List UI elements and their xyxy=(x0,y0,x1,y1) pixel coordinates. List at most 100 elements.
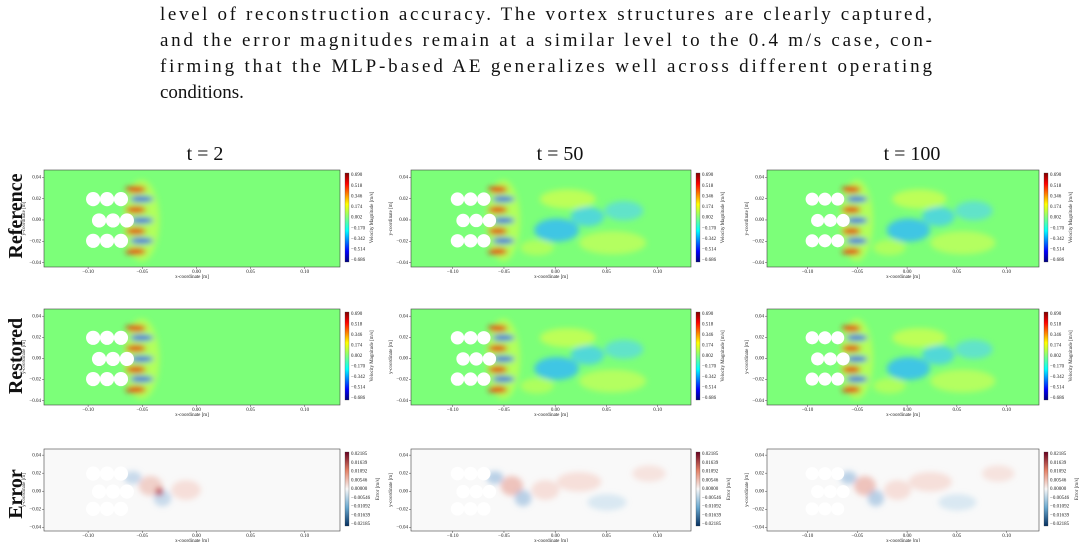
colorbar-tick-label: −0.01092 xyxy=(702,505,722,510)
colorbar-tick-label: 0.174 xyxy=(1050,344,1062,349)
flow-blob xyxy=(954,339,993,359)
colorbar-tick-label: −0.170 xyxy=(1050,365,1065,370)
y-axis-label: y-coordinate [m] xyxy=(745,473,750,507)
panel: −0.10 −0.05 0.00 0.05 0.10x-coordinate [m]0.… xyxy=(745,448,1080,542)
x-axis-label: x-coordinate [m] xyxy=(534,539,568,542)
row-label: Reference xyxy=(5,173,27,258)
x-tick-label: 0.10 xyxy=(653,270,662,275)
colorbar-tick-label: −0.342 xyxy=(702,375,717,380)
colorbar xyxy=(695,172,701,263)
y-axis-label: y-coordinate [m] xyxy=(22,473,27,507)
cylinder xyxy=(99,191,115,207)
y-tick-label: −0.04 xyxy=(396,525,408,530)
colorbar xyxy=(695,451,701,527)
panel: −0.10 −0.05 0.00 0.05 0.10x-coordinate [m]0.… xyxy=(389,169,726,280)
flow-blob xyxy=(125,386,147,394)
cylinder xyxy=(823,352,837,366)
colorbar-tick-label: 0.174 xyxy=(702,344,714,349)
colorbar xyxy=(344,172,350,263)
flow-blob xyxy=(873,239,906,256)
flow-blob xyxy=(981,465,1015,482)
cylinder xyxy=(477,372,491,386)
colorbar-tick-label: −0.342 xyxy=(1050,375,1065,380)
y-tick-label: 0.02 xyxy=(32,471,41,476)
y-tick-label: 0.04 xyxy=(399,314,408,319)
cylinder xyxy=(811,485,825,499)
flow-features xyxy=(123,179,160,262)
flow-blob xyxy=(845,237,868,244)
y-tick-label: −0.04 xyxy=(752,399,764,404)
colorbar-tick-label: −0.170 xyxy=(1050,226,1065,231)
colorbar-tick-label: 0.002 xyxy=(351,216,363,221)
cylinder xyxy=(450,331,465,345)
x-tick-label: 0.10 xyxy=(300,534,309,539)
flow-features xyxy=(123,318,160,400)
x-axis-label: x-coordinate [m] xyxy=(886,539,920,542)
colorbar-tick-label: 0.690 xyxy=(702,312,714,317)
cylinder xyxy=(119,213,134,228)
cylinder xyxy=(86,501,101,516)
y-tick-label: 0.00 xyxy=(399,218,408,223)
cylinder xyxy=(113,371,129,387)
x-tick-label: 0.10 xyxy=(1002,270,1011,275)
field xyxy=(767,309,1039,405)
flow-blob xyxy=(604,339,644,359)
cylinder xyxy=(450,234,465,248)
flow-features xyxy=(840,318,996,400)
flow-blur xyxy=(123,179,160,262)
colorbar-tick-label: 0.00000 xyxy=(1050,487,1067,492)
colorbar-tick-label: 0.00000 xyxy=(351,487,368,492)
colorbar-tick-label: −0.514 xyxy=(1050,386,1065,391)
cylinder xyxy=(805,192,819,206)
x-tick-label: 0.00 xyxy=(551,270,560,275)
colorbar-tick-label: −0.02185 xyxy=(1050,522,1070,527)
x-tick-label: 0.10 xyxy=(300,270,309,275)
y-tick-label: 0.02 xyxy=(399,197,408,202)
paragraph-line: level of reconstruction accuracy. The vo… xyxy=(160,4,932,25)
flow-blob xyxy=(845,196,868,203)
cylinder xyxy=(482,213,497,228)
y-tick-label: 0.04 xyxy=(32,314,41,319)
flow-blob xyxy=(930,369,996,393)
x-tick-label: 0.05 xyxy=(602,534,611,539)
colorbar-label: Error [m/s] xyxy=(727,477,732,500)
cylinder xyxy=(477,234,491,248)
flow-blob xyxy=(123,471,142,485)
x-tick-label: −0.10 xyxy=(82,534,94,539)
colorbar-tick-label: 0.174 xyxy=(702,205,714,210)
cylinder xyxy=(91,484,107,499)
y-tick-label: −0.04 xyxy=(752,261,764,266)
flow-blob xyxy=(492,237,515,244)
x-tick-label: 0.05 xyxy=(952,408,961,413)
colorbar xyxy=(1043,172,1049,263)
cylinder xyxy=(86,466,101,481)
x-tick-label: 0.00 xyxy=(192,408,201,413)
frame xyxy=(43,308,341,406)
y-tick-label: 0.00 xyxy=(755,489,764,494)
x-tick-label: 0.00 xyxy=(903,408,912,413)
flow-features xyxy=(840,179,996,262)
flow-blob xyxy=(841,186,861,193)
y-tick-label: −0.02 xyxy=(29,239,41,244)
y-tick-label: −0.04 xyxy=(29,399,41,404)
flow-blob xyxy=(520,378,554,394)
flow-blob xyxy=(539,189,596,209)
cylinder xyxy=(805,234,819,248)
colorbar-tick-label: 0.02185 xyxy=(1050,452,1067,457)
flow-blob xyxy=(840,471,857,485)
colorbar-tick-label: 0.00546 xyxy=(351,478,368,483)
x-tick-label: 0.00 xyxy=(903,270,912,275)
y-tick-label: 0.02 xyxy=(32,197,41,202)
cylinder xyxy=(477,331,491,345)
y-tick-label: −0.04 xyxy=(29,261,41,266)
colorbar-tick-label: 0.518 xyxy=(351,184,363,189)
y-tick-label: −0.04 xyxy=(396,399,408,404)
cylinder xyxy=(805,331,819,345)
colorbar-tick-label: −0.00546 xyxy=(351,496,371,501)
y-tick-label: 0.02 xyxy=(399,335,408,340)
flow-blur xyxy=(486,465,666,511)
cylinder xyxy=(818,502,832,516)
x-tick-label: 0.05 xyxy=(246,534,255,539)
cylinder xyxy=(86,191,101,207)
